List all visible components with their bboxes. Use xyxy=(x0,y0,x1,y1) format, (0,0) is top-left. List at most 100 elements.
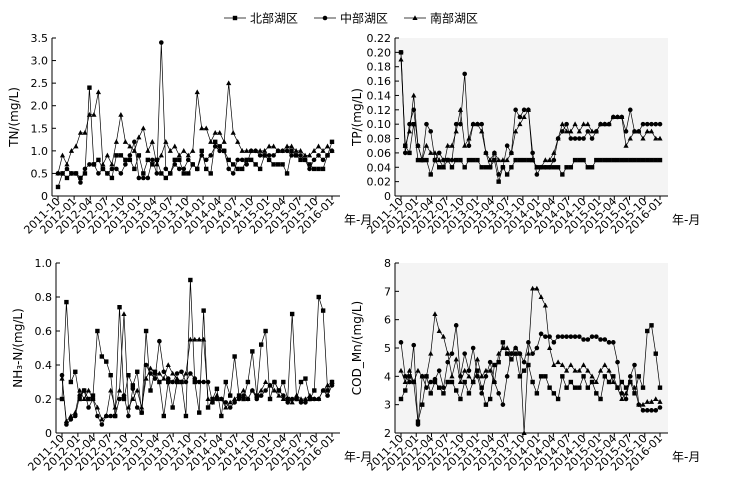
data-point xyxy=(411,121,416,127)
data-point xyxy=(479,391,484,396)
data-point xyxy=(504,172,510,177)
data-point xyxy=(614,114,621,119)
data-point xyxy=(513,345,519,350)
data-point xyxy=(423,142,430,148)
data-point xyxy=(72,409,78,415)
data-point xyxy=(64,299,69,305)
data-point xyxy=(640,385,646,390)
data-point xyxy=(297,148,304,153)
data-point xyxy=(466,143,472,149)
y-tick-label: 7 xyxy=(384,285,391,298)
data-point xyxy=(77,396,82,402)
data-point xyxy=(235,157,240,163)
data-point xyxy=(201,308,206,313)
data-point xyxy=(100,161,106,167)
y-tick-label: 5 xyxy=(384,342,391,355)
data-point xyxy=(95,89,102,95)
data-point xyxy=(424,157,429,163)
data-point xyxy=(653,396,659,401)
data-point xyxy=(204,166,209,172)
data-point xyxy=(534,345,540,351)
data-point xyxy=(73,143,79,149)
data-point xyxy=(474,356,481,362)
data-point xyxy=(154,157,160,163)
data-point xyxy=(623,396,629,402)
data-point xyxy=(148,388,153,393)
data-point xyxy=(108,413,113,419)
data-point xyxy=(580,362,587,367)
data-point xyxy=(602,121,608,127)
data-point xyxy=(398,56,404,62)
data-point xyxy=(475,368,480,373)
data-point xyxy=(248,148,254,153)
data-point xyxy=(470,157,476,163)
data-point xyxy=(136,153,142,158)
data-point xyxy=(606,379,612,385)
series-circle xyxy=(55,40,335,185)
data-point xyxy=(449,142,455,148)
series-line xyxy=(400,325,661,425)
y-tick-label: 0.2 xyxy=(35,393,53,406)
data-point xyxy=(91,162,97,167)
data-point xyxy=(623,142,629,148)
data-point xyxy=(407,150,412,156)
data-point xyxy=(117,396,122,402)
data-point xyxy=(496,157,502,163)
data-point xyxy=(653,121,659,127)
data-point xyxy=(559,121,565,127)
plot-area xyxy=(52,38,340,196)
data-point xyxy=(470,121,476,127)
data-point xyxy=(325,388,330,393)
data-point xyxy=(156,370,162,376)
data-point xyxy=(163,166,169,172)
data-point xyxy=(572,367,578,373)
data-point xyxy=(226,157,231,163)
series-triangle xyxy=(398,285,663,435)
data-point xyxy=(210,396,215,402)
data-point xyxy=(136,134,142,140)
data-point xyxy=(289,311,295,317)
data-point xyxy=(479,128,485,134)
legend-marker xyxy=(322,15,328,21)
data-point xyxy=(239,166,245,172)
data-point xyxy=(170,405,175,410)
data-point xyxy=(99,422,105,427)
data-point xyxy=(572,385,578,390)
data-point xyxy=(223,400,229,405)
data-point xyxy=(257,148,263,153)
data-point xyxy=(263,328,268,334)
data-point xyxy=(440,164,447,170)
data-point xyxy=(547,164,552,170)
data-point xyxy=(118,171,124,176)
legend-marker xyxy=(412,15,418,20)
data-point xyxy=(576,128,582,134)
data-point xyxy=(521,368,527,373)
data-point xyxy=(157,379,162,385)
data-point xyxy=(551,165,557,170)
y-tick-label: 3 xyxy=(384,399,391,412)
y-tick-label: 8 xyxy=(384,257,391,270)
data-point xyxy=(221,139,227,144)
data-point xyxy=(521,359,527,365)
data-point xyxy=(415,367,421,373)
data-point xyxy=(543,164,548,170)
data-point xyxy=(64,161,70,167)
data-point xyxy=(227,399,233,405)
data-point xyxy=(63,418,70,424)
x-axis-title: 年-月 xyxy=(344,450,372,464)
data-point xyxy=(577,334,582,339)
data-point xyxy=(104,359,109,364)
data-point xyxy=(411,92,417,98)
data-point xyxy=(302,396,309,401)
data-point xyxy=(121,393,127,398)
data-point xyxy=(437,385,442,390)
data-point xyxy=(538,331,544,337)
data-point xyxy=(623,157,629,163)
data-point xyxy=(194,166,200,172)
data-point xyxy=(188,371,193,376)
data-point xyxy=(311,396,317,401)
data-point xyxy=(555,165,561,170)
data-point xyxy=(95,328,100,334)
data-point xyxy=(547,345,553,350)
data-point xyxy=(150,162,155,167)
